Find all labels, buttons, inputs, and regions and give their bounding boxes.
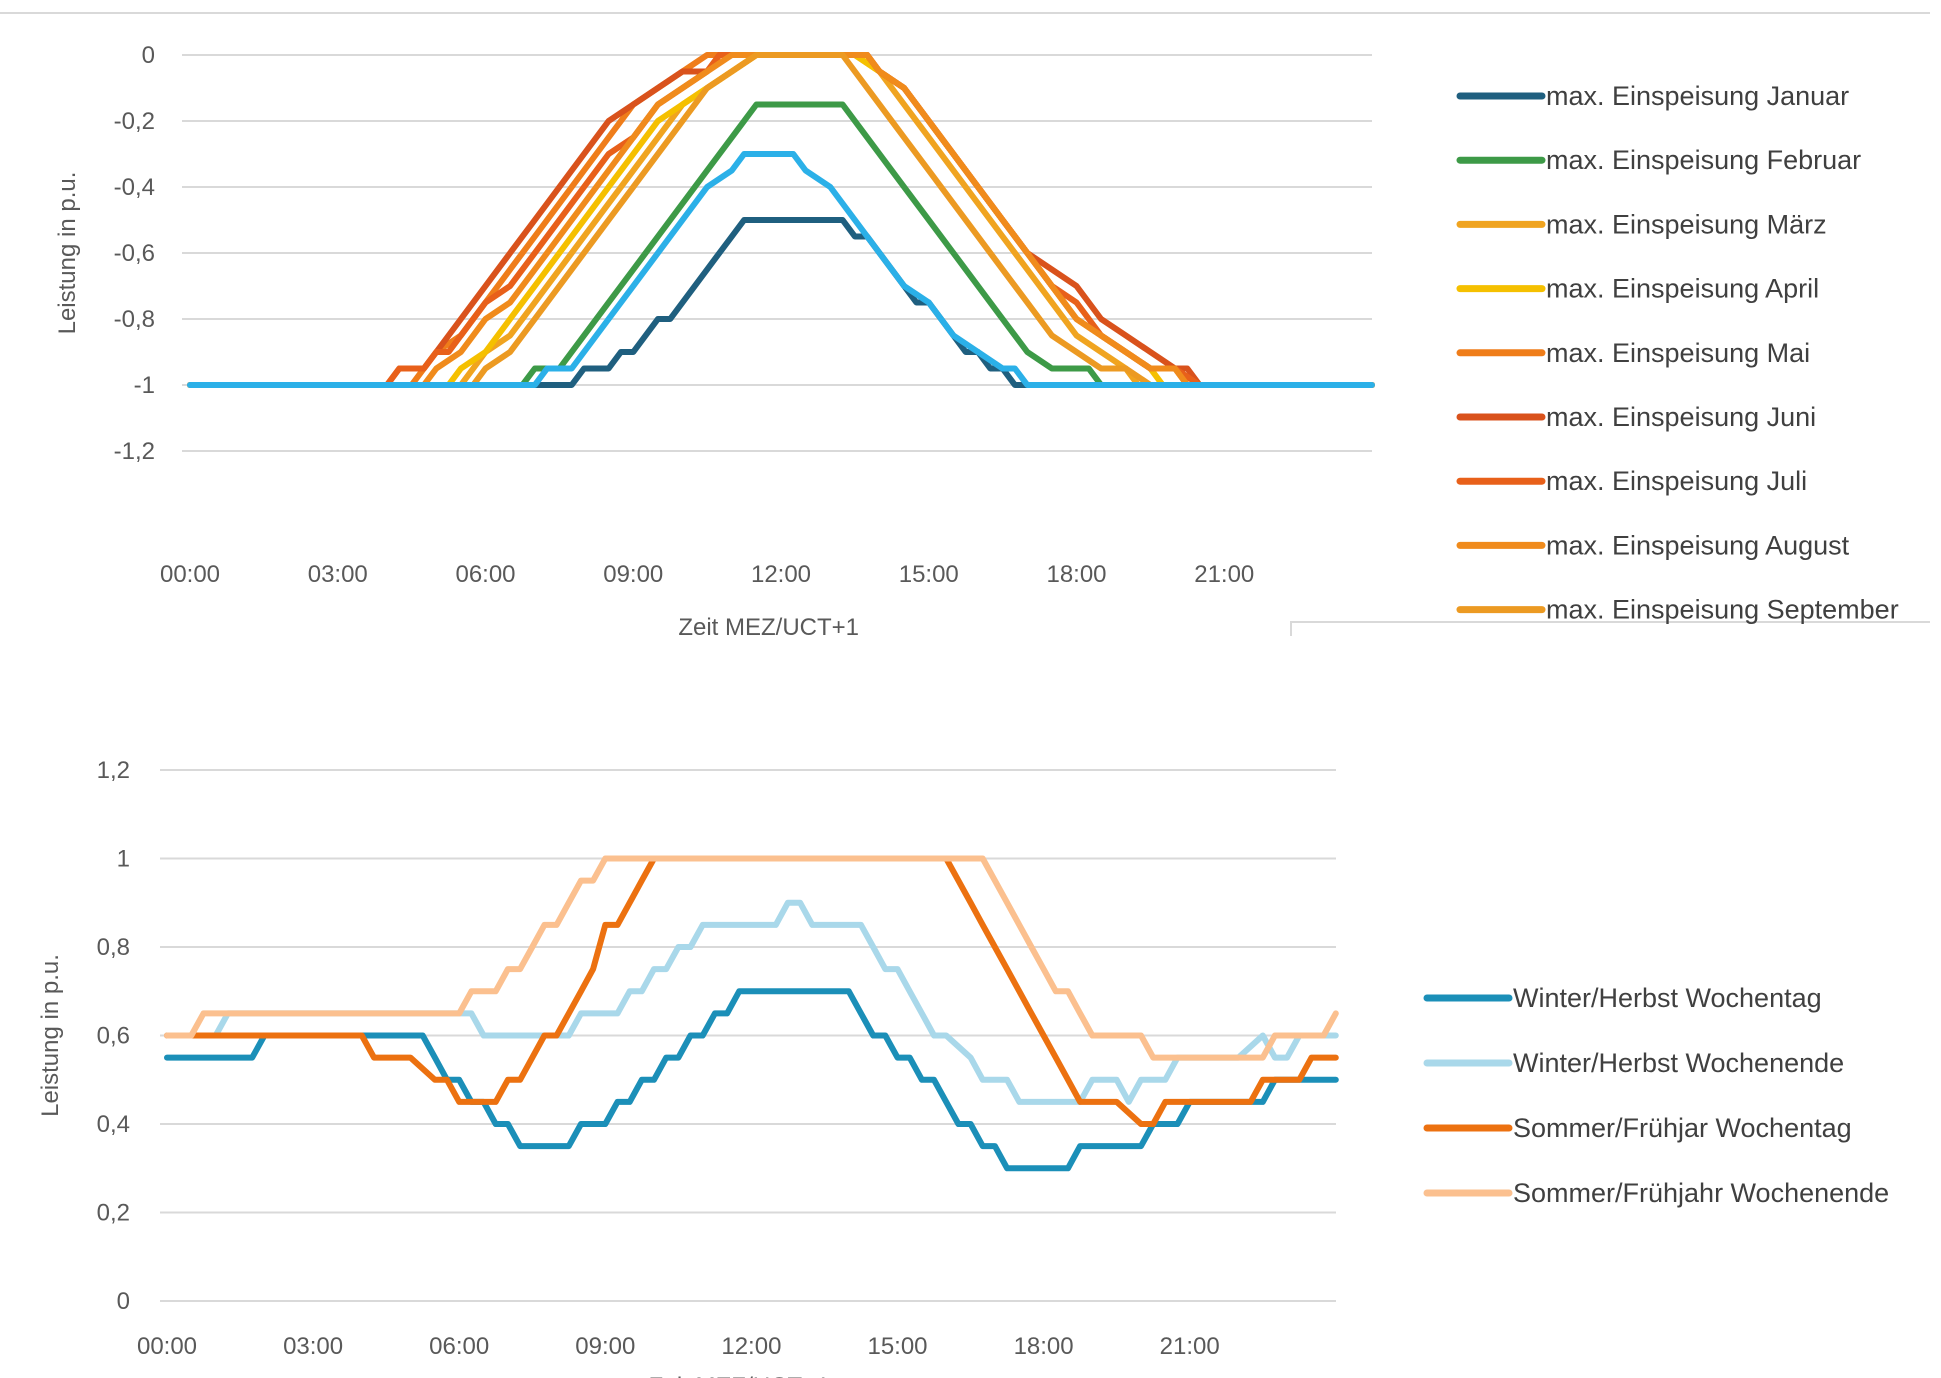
y-tick-label: -0,6	[114, 240, 155, 267]
x-tick-label: 00:00	[137, 1333, 197, 1360]
y-axis-title: Leistung in p.u.	[37, 954, 64, 1117]
x-tick-label: 06:00	[429, 1333, 489, 1360]
y-tick-label: 0,8	[97, 934, 130, 961]
load-profile-chart: 1,2 1 0,8 0,6 0,4 0,2 0 00:00 03:00 06:00 09:00 12:…	[37, 757, 1889, 1378]
top-divider	[0, 12, 1930, 14]
legend-label: max. Einspeisung Juni	[1546, 402, 1816, 432]
series-line-8	[187, 52, 1375, 388]
y-tick-label: -0,4	[114, 174, 155, 201]
x-tick-label: 21:00	[1194, 561, 1254, 588]
legend-label: max. Einspeisung September	[1546, 595, 1899, 625]
y-tick-label: 0,4	[97, 1111, 130, 1138]
series-line-7	[187, 52, 1375, 388]
x-tick-label: 18:00	[1014, 1333, 1074, 1360]
x-tick-label: 15:00	[899, 561, 959, 588]
legend-divider-tick	[1290, 621, 1292, 636]
x-tick-label: 18:00	[1046, 561, 1106, 588]
x-tick-label: 12:00	[721, 1333, 781, 1360]
x-axis-title: Zeit MEZ/UCT+1	[678, 614, 859, 641]
legend-label: Winter/Herbst Wochenende	[1513, 1048, 1844, 1078]
series-line-2	[187, 101, 1375, 388]
y-tick-label: -0,8	[114, 306, 155, 333]
series-line-10	[187, 151, 1375, 388]
x-axis-title: Zeit MEZ/UCT+1	[649, 1373, 830, 1378]
x-tick-label: 09:00	[575, 1333, 635, 1360]
feed-in-chart: 0 -0,2 -0,4 -0,6 -0,8 -1 -1,2 00:00 03:00 06:00 09…	[54, 42, 1899, 641]
x-tick-label: 12:00	[751, 561, 811, 588]
legend-label: max. Einspeisung Juli	[1546, 466, 1807, 496]
legend-label: max. Einspeisung Mai	[1546, 338, 1810, 368]
series-line-3	[164, 855, 1339, 1127]
x-tick-label: 09:00	[603, 561, 663, 588]
y-tick-label: -1	[134, 372, 155, 399]
legend-label: Winter/Herbst Wochentag	[1513, 983, 1822, 1013]
x-tick-label: 21:00	[1160, 1333, 1220, 1360]
x-tick-label: 03:00	[283, 1333, 343, 1360]
legend-divider	[1290, 621, 1930, 623]
x-tick-label: 00:00	[160, 561, 220, 588]
legend-label: max. Einspeisung März	[1546, 209, 1827, 239]
legend-label: max. Einspeisung Januar	[1546, 81, 1849, 111]
y-tick-label: 0	[142, 42, 155, 69]
y-axis-title: Leistung in p.u.	[54, 172, 81, 335]
legend-label: max. Einspeisung Februar	[1546, 145, 1861, 175]
y-tick-label: 0,2	[97, 1200, 130, 1227]
x-tick-label: 06:00	[455, 561, 515, 588]
legend-label: Sommer/Frühjar Wochentag	[1513, 1113, 1852, 1143]
y-tick-label: 0	[117, 1288, 130, 1315]
series-line-1	[187, 217, 1375, 388]
y-tick-label: -1,2	[114, 438, 155, 465]
legend-label: max. Einspeisung April	[1546, 274, 1819, 304]
y-tick-label: -0,2	[114, 108, 155, 135]
series-line-9	[187, 52, 1375, 388]
x-tick-label: 15:00	[867, 1333, 927, 1360]
y-tick-label: 1,2	[97, 757, 130, 784]
x-tick-label: 03:00	[308, 561, 368, 588]
series-line-2	[164, 899, 1339, 1105]
series-line-4	[164, 855, 1339, 1061]
legend-label: max. Einspeisung August	[1546, 530, 1850, 560]
legend-label: Sommer/Frühjahr Wochenende	[1513, 1178, 1889, 1208]
y-tick-label: 1	[117, 846, 130, 873]
y-tick-label: 0,6	[97, 1023, 130, 1050]
